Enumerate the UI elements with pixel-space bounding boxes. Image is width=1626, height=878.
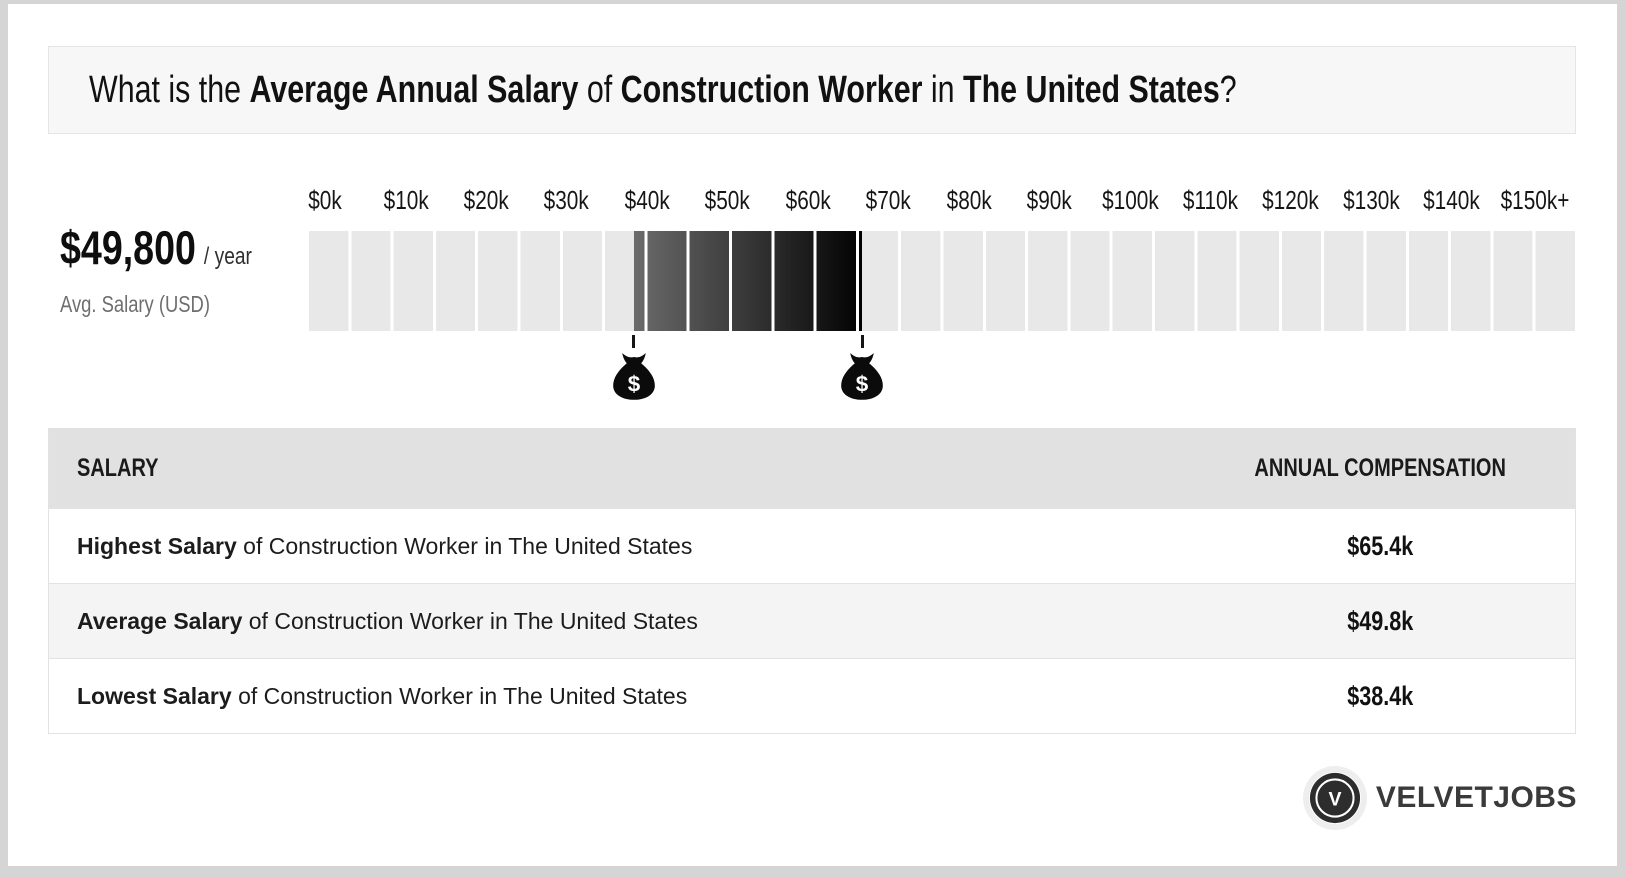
axis-tick-label: $150k+ xyxy=(1500,185,1570,215)
money-bag-icon: $ xyxy=(613,353,655,400)
title-part: of xyxy=(578,68,621,111)
table-row: Average Salary of Construction Worker in… xyxy=(49,583,1575,658)
axis-tick-label: $80k xyxy=(946,185,992,215)
axis-tick-label: $10k xyxy=(383,185,429,215)
page-title: What is the Average Annual Salary of Con… xyxy=(89,69,1524,112)
axis-tick-label: $120k xyxy=(1262,185,1320,215)
axis-tick-label: $60k xyxy=(785,185,831,215)
row-label: Lowest Salary of Construction Worker in … xyxy=(77,682,688,709)
brand-name: VELVETJOBS xyxy=(1375,781,1577,814)
title-part-bold: Construction Worker xyxy=(620,68,923,111)
axis-tick-label: $140k xyxy=(1423,185,1481,215)
svg-text:V: V xyxy=(1328,788,1341,810)
title-part: ? xyxy=(1219,68,1237,111)
salary-scale-bar xyxy=(309,231,1578,331)
axis-tick-label: $40k xyxy=(624,185,670,215)
title-part: in xyxy=(922,68,964,111)
svg-text:$: $ xyxy=(628,371,641,396)
salary-axis-labels: $0k $10k $20k $30k $40k $50k $60k $70k $… xyxy=(285,185,1578,215)
axis-tick-label: $110k xyxy=(1182,185,1238,215)
row-label: Highest Salary of Construction Worker in… xyxy=(77,532,693,559)
axis-tick-label: $30k xyxy=(544,185,590,215)
highest-salary-marker: $ xyxy=(835,335,889,400)
per-year-label: / year xyxy=(203,243,252,270)
axis-tick-label: $70k xyxy=(865,185,912,215)
title-part-bold: The United States xyxy=(963,68,1220,111)
axis-tick-label: $100k xyxy=(1101,185,1159,215)
average-salary-amount: $49,800 xyxy=(60,221,196,274)
lowest-salary-marker: $ xyxy=(607,335,661,400)
money-bag-icon: $ xyxy=(841,353,884,400)
brand-footer: V VELVETJOBS xyxy=(1309,770,1577,826)
table-row: Lowest Salary of Construction Worker in … xyxy=(49,658,1575,733)
salary-table: SALARY ANNUAL COMPENSATION Highest Salar… xyxy=(48,428,1576,734)
average-salary-summary: $49,800 / year Avg. Salary (USD) xyxy=(60,220,300,318)
page-card: What is the Average Annual Salary of Con… xyxy=(8,4,1617,866)
title-part-bold: Average Annual Salary xyxy=(249,68,579,111)
segment-gap-overlay xyxy=(309,231,1578,331)
table-row: Highest Salary of Construction Worker in… xyxy=(49,508,1575,583)
row-value: $38.4k xyxy=(1346,680,1414,711)
average-salary-caption: Avg. Salary (USD) xyxy=(60,291,210,317)
axis-tick-label: $130k xyxy=(1342,185,1400,215)
axis-tick-label: $50k xyxy=(705,185,751,215)
column-header-salary: SALARY xyxy=(77,453,159,482)
svg-text:$: $ xyxy=(856,371,869,396)
title-part: What is the xyxy=(89,68,250,111)
axis-tick-label: $90k xyxy=(1026,185,1073,215)
row-value: $65.4k xyxy=(1346,530,1414,561)
velvetjobs-logo-icon: V xyxy=(1309,772,1360,824)
lowest-salary-tick xyxy=(632,335,636,348)
axis-tick-label: $0k xyxy=(308,185,342,215)
row-label: Average Salary of Construction Worker in… xyxy=(77,607,698,634)
table-header-row: SALARY ANNUAL COMPENSATION xyxy=(49,428,1575,508)
row-value: $49.8k xyxy=(1346,605,1414,636)
column-header-annual-compensation: ANNUAL COMPENSATION xyxy=(1254,453,1506,482)
axis-tick-label: $20k xyxy=(463,185,509,215)
highest-salary-tick xyxy=(860,335,864,348)
title-banner: What is the Average Annual Salary of Con… xyxy=(48,46,1576,134)
